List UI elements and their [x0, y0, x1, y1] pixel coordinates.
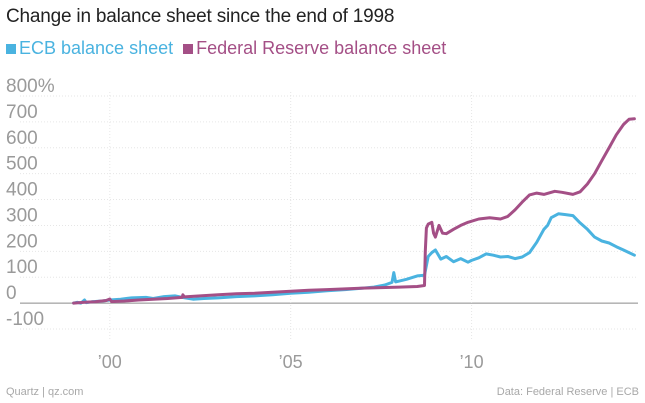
- y-tick-label: 600: [6, 128, 38, 149]
- legend-label-ecb: ECB balance sheet: [19, 38, 174, 58]
- y-tick-label: 100: [6, 257, 38, 278]
- y-tick-label: 0: [6, 283, 17, 304]
- x-tick-label: ’10: [460, 352, 484, 372]
- legend-item-ecb: ECB balance sheet: [6, 38, 173, 59]
- x-tick-label: ’00: [98, 352, 122, 372]
- x-tick-label: ’05: [279, 352, 303, 372]
- chart-legend: ECB balance sheet Federal Reserve balanc…: [6, 38, 446, 59]
- y-tick-label: 200: [6, 231, 38, 252]
- y-tick-label: 700: [6, 102, 38, 123]
- y-tick-label: -100: [6, 309, 44, 330]
- y-tick-label: 800%: [6, 76, 55, 97]
- y-tick-label: 500: [6, 154, 38, 175]
- data-source: Data: Federal Reserve | ECB: [496, 386, 639, 398]
- y-tick-label: 300: [6, 205, 38, 226]
- y-tick-label: 400: [6, 180, 38, 201]
- legend-swatch-fed: [183, 43, 194, 54]
- legend-label-fed: Federal Reserve balance sheet: [196, 38, 447, 58]
- fed-series-line: [72, 117, 636, 305]
- chart-title: Change in balance sheet since the end of…: [6, 6, 395, 27]
- legend-item-fed: Federal Reserve balance sheet: [183, 38, 446, 59]
- legend-swatch-ecb: [6, 43, 16, 54]
- source-credit: Quartz | qz.com: [6, 386, 84, 398]
